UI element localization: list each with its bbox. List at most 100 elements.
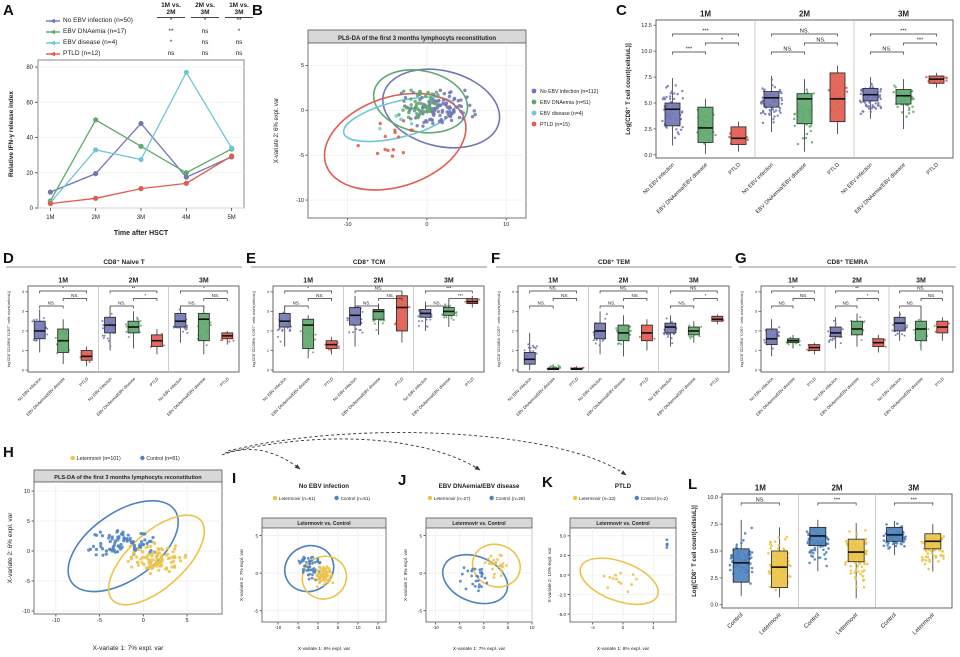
svg-text:Control: Control: [803, 612, 821, 630]
panel-a-label: A: [3, 2, 14, 19]
panel-l-chart: 1M 2M 3M 0.0 2.5 5.0 7.5 10.0 Control Letermovir C…: [688, 478, 958, 652]
svg-text:**: **: [132, 286, 136, 291]
sig-value: *: [169, 17, 173, 24]
svg-text:NS.: NS.: [433, 301, 441, 306]
panel-d-label: D: [3, 250, 14, 267]
svg-text:80: 80: [26, 65, 33, 71]
svg-text:4M: 4M: [182, 215, 190, 221]
svg-text:No EBV infection: No EBV infection: [507, 376, 533, 402]
svg-text:NS.: NS.: [631, 293, 639, 298]
svg-text:No EBV infection: No EBV infection: [647, 376, 673, 402]
sig-table-header: 1M vs. 2M: [157, 2, 185, 18]
panel-e-chart: CD8⁺ TCM 1M 2M 3M 0 1 2 3 4 No EBV infection EBV D…: [249, 256, 489, 452]
svg-text:4: 4: [652, 625, 655, 630]
svg-text:PTLD: PTLD: [827, 162, 841, 176]
svg-text:5: 5: [507, 625, 510, 630]
svg-text:5: 5: [301, 63, 304, 69]
svg-text:NS.: NS.: [188, 301, 196, 306]
svg-text:10.0: 10.0: [707, 495, 718, 501]
svg-text:Letermovir vs. Control: Letermovir vs. Control: [452, 521, 506, 527]
svg-text:EBV DNAemia/EBV disease: EBV DNAemia/EBV disease: [340, 376, 381, 417]
svg-text:4: 4: [22, 290, 24, 294]
svg-text:10: 10: [24, 489, 30, 495]
svg-text:2M: 2M: [619, 278, 629, 285]
svg-text:2.5: 2.5: [560, 553, 567, 558]
svg-text:NS.: NS.: [783, 47, 793, 53]
legend-label: EBV disease (n=4): [63, 39, 118, 46]
svg-text:NS.: NS.: [538, 301, 546, 306]
panel-i-svg: No EBV infection Letermovir (n=61) Control…: [239, 483, 387, 652]
svg-text:PTLD: PTLD: [870, 376, 881, 387]
svg-text:***: ***: [900, 29, 907, 35]
svg-text:4: 4: [267, 290, 269, 294]
svg-text:-4: -4: [591, 625, 595, 630]
svg-text:2: 2: [267, 329, 269, 333]
svg-text:X-variate 1: 7% expl. var: X-variate 1: 7% expl. var: [453, 646, 506, 652]
svg-text:-2.5: -2.5: [558, 592, 566, 597]
svg-text:*: *: [307, 286, 309, 291]
legend-line-arrow-icon: [46, 51, 60, 56]
svg-text:NS.: NS.: [816, 38, 826, 44]
svg-text:PTLD: PTLD: [568, 376, 579, 387]
svg-text:PTLD: PTLD: [615, 483, 632, 490]
svg-text:NS.: NS.: [608, 301, 616, 306]
svg-text:CD8⁺ TEM: CD8⁺ TEM: [598, 259, 630, 266]
svg-text:PTLD: PTLD: [323, 376, 334, 387]
svg-text:PTLD: PTLD: [149, 376, 160, 387]
svg-text:NS.: NS.: [800, 293, 808, 298]
svg-text:5: 5: [255, 533, 258, 538]
legend-item: No EBV infection (n=50): [46, 17, 154, 24]
svg-text:3M: 3M: [689, 278, 699, 285]
panel-d-chart: CD8⁺ Naive T 1M 2M 3M 0 1 2 3 4 No EBV infection E…: [4, 256, 244, 452]
sig-value: ns: [235, 39, 243, 46]
svg-text:-5: -5: [25, 579, 30, 585]
svg-text:4: 4: [512, 290, 514, 294]
svg-text:4: 4: [755, 290, 757, 294]
sig-value: *: [237, 28, 241, 35]
svg-text:EBV DNAemia/EBV disease: EBV DNAemia/EBV disease: [166, 376, 207, 417]
svg-text:0: 0: [30, 206, 34, 212]
svg-text:PLS-DA of the first 3 months l: PLS-DA of the first 3 months lymphocyts …: [338, 36, 496, 42]
panel-f-label: F: [491, 250, 501, 267]
svg-text:PTLD: PTLD: [219, 376, 230, 387]
svg-text:3M: 3M: [199, 278, 209, 285]
panel-e-label: E: [246, 250, 257, 267]
sig-value: ns: [201, 28, 209, 35]
svg-text:60: 60: [26, 100, 33, 106]
svg-text:EBV DNAemia/EBV disease: EBV DNAemia/EBV disease: [819, 376, 860, 417]
svg-text:Letermovir (n=101): Letermovir (n=101): [77, 456, 121, 462]
panel-i-label: I: [232, 470, 237, 487]
svg-text:2M: 2M: [852, 278, 862, 285]
svg-text:1M: 1M: [548, 278, 558, 285]
svg-text:0.0: 0.0: [644, 153, 652, 159]
svg-text:*: *: [144, 293, 146, 298]
svg-text:NS.: NS.: [620, 286, 628, 291]
svg-text:*: *: [867, 293, 869, 298]
svg-text:EBV DNAemia/EBV disease: EBV DNAemia/EBV disease: [95, 376, 136, 417]
svg-text:3: 3: [267, 310, 269, 314]
svg-text:2.5: 2.5: [710, 576, 718, 582]
svg-text:2M: 2M: [129, 278, 139, 285]
panel-c-svg: 1M 2M 3M 0.0 2.5 5.0 7.5 10.0 12.5 No EBV infecti…: [625, 10, 954, 215]
svg-text:-5: -5: [296, 625, 300, 630]
svg-text:10: 10: [355, 625, 361, 630]
svg-text:3: 3: [22, 310, 24, 314]
legend-line-arrow-icon: [46, 18, 60, 23]
svg-text:NS.: NS.: [907, 301, 915, 306]
panel-h-svg: Letermovir (n=101) Control (n=81) PLS-DA o…: [7, 455, 223, 652]
svg-text:Letermovir: Letermovir: [912, 612, 936, 636]
svg-text:NS.: NS.: [48, 301, 56, 306]
panel-c-label: C: [616, 2, 627, 19]
panel-l-label: L: [688, 476, 698, 493]
svg-text:***: ***: [446, 286, 452, 291]
svg-text:0: 0: [27, 549, 30, 555]
panel-h-chart: Letermovir (n=101) Control (n=81) PLS-DA o…: [4, 448, 230, 652]
svg-text:EBV DNAemia/EBV disease: EBV DNAemia/EBV disease: [656, 376, 697, 417]
svg-text:5: 5: [337, 625, 340, 630]
svg-text:1: 1: [22, 349, 24, 353]
svg-text:0: 0: [512, 368, 514, 372]
svg-text:No EBV infection: No EBV infection: [262, 376, 288, 402]
svg-text:*: *: [792, 286, 794, 291]
svg-text:2M: 2M: [799, 10, 810, 19]
